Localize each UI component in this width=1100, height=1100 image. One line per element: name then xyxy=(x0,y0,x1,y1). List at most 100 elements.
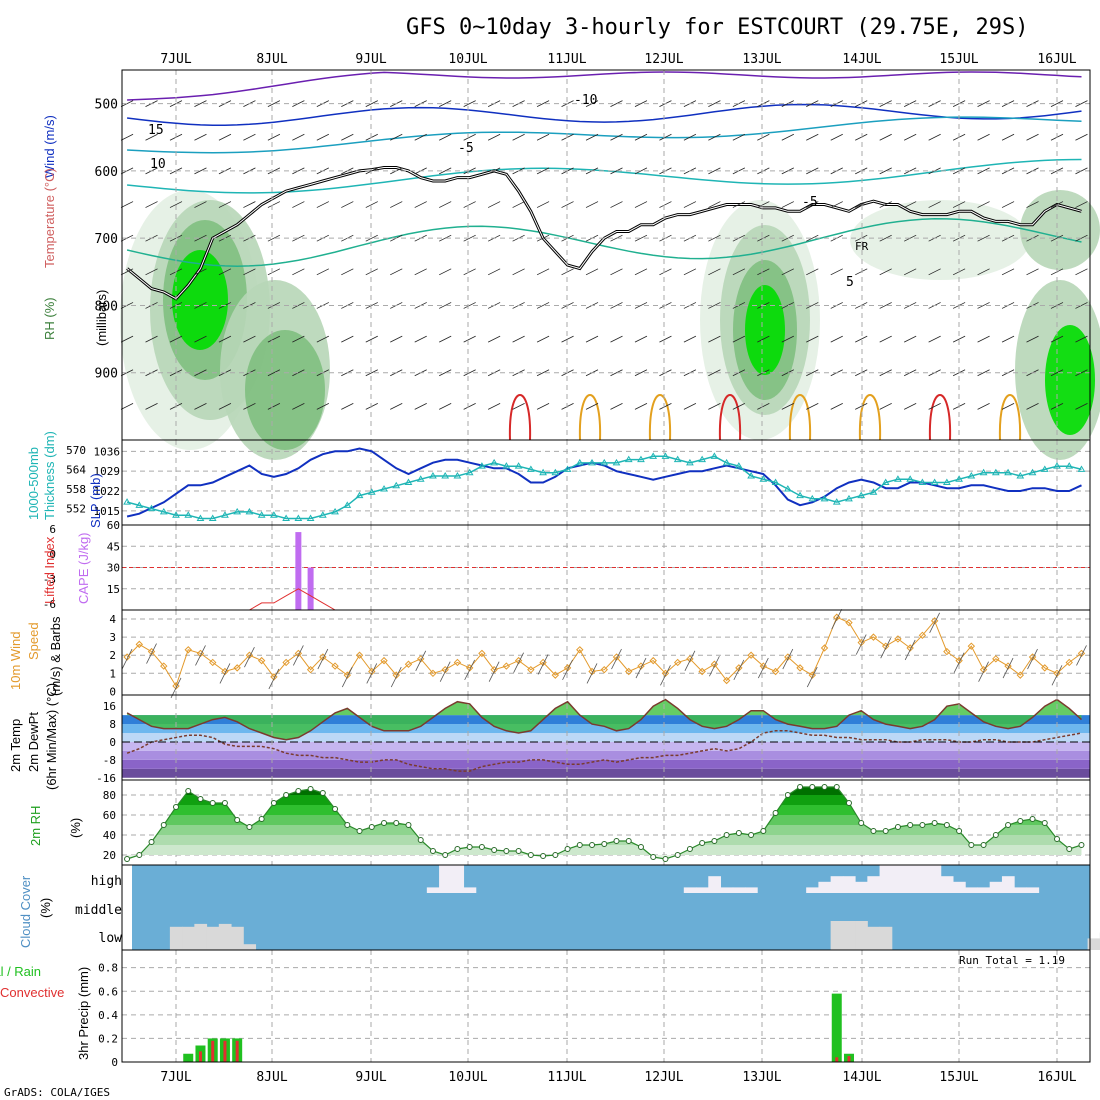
rh2m-marker xyxy=(723,832,730,838)
rh2m-marker xyxy=(234,817,241,823)
wind-barb xyxy=(365,335,378,343)
wind-barb xyxy=(218,403,232,410)
li-tick: 0 xyxy=(49,548,56,561)
wind-barb xyxy=(585,201,599,208)
precip-convective-label: Convective xyxy=(0,985,64,1000)
wind-barb xyxy=(267,133,281,141)
wind-barb xyxy=(585,268,599,276)
freezing-level-highlight xyxy=(126,167,1082,300)
thickness-marker xyxy=(1004,468,1012,476)
thickness-marker xyxy=(881,478,890,485)
wind-barb xyxy=(292,369,305,377)
wind-barb xyxy=(536,100,550,107)
wind-barb xyxy=(830,335,843,343)
wind-barb xyxy=(1075,167,1088,175)
wind-barb xyxy=(708,335,721,343)
wind-barb xyxy=(292,201,305,208)
rh2m-marker xyxy=(319,790,326,796)
wind-barb xyxy=(683,268,697,276)
wind-barb xyxy=(634,302,648,309)
wind-barb xyxy=(610,201,623,208)
precip-tick: 0.6 xyxy=(98,985,118,998)
wind-barb xyxy=(1075,100,1088,107)
li-tick: -6 xyxy=(43,598,56,611)
cloud-cell-low xyxy=(218,923,232,950)
wind-barb xyxy=(757,335,770,343)
rh2m-marker xyxy=(821,784,828,790)
wind10-marker xyxy=(637,662,645,670)
rh2m-marker xyxy=(246,824,253,830)
wind-barb xyxy=(806,167,819,175)
thickness-marker xyxy=(759,475,768,482)
rh2m-tick: 40 xyxy=(103,829,116,842)
wind-barb xyxy=(977,167,990,175)
day-label-top: 8JUL xyxy=(256,52,287,67)
day-label-top: 11JUL xyxy=(547,52,586,67)
wind-barb xyxy=(928,335,941,343)
wind-barb xyxy=(806,201,819,208)
precip-total-bar xyxy=(183,1053,194,1062)
cloud-cell-high xyxy=(891,865,905,893)
wind10-marker xyxy=(845,618,853,627)
wind10-marker xyxy=(270,673,278,681)
contour-label-5: 5 xyxy=(846,275,854,290)
wind10-marker xyxy=(147,647,156,656)
rh2m-marker xyxy=(258,816,265,822)
rh2m-marker xyxy=(368,824,375,830)
wind-barb xyxy=(120,403,134,410)
rh2m-marker xyxy=(552,852,559,858)
wind-barb xyxy=(439,403,452,410)
wind-barb xyxy=(903,133,917,141)
precip-total-bar xyxy=(831,993,842,1062)
wind-barb xyxy=(659,201,672,208)
cloud-label: Cloud Cover xyxy=(18,875,33,948)
thickness-marker xyxy=(637,455,645,463)
upper-y-tick: 900 xyxy=(95,367,118,382)
wind10-barb xyxy=(464,659,476,681)
rh2m-marker xyxy=(173,804,179,810)
wind-barb xyxy=(194,335,207,343)
wind10-barb xyxy=(390,666,402,688)
wind10-barb xyxy=(1027,648,1038,670)
wind10-tick: 2 xyxy=(109,649,116,662)
wind10-barb xyxy=(904,639,916,661)
rh-region-5 xyxy=(245,330,325,450)
wind-barb xyxy=(1075,335,1088,343)
cloud-cell-high xyxy=(426,887,440,893)
wind10-marker xyxy=(906,644,914,652)
wind10-marker xyxy=(257,656,266,665)
rh2m-marker xyxy=(454,846,461,852)
wind-barb xyxy=(536,133,550,141)
thickness-marker xyxy=(441,471,450,479)
rh2m-marker xyxy=(1017,818,1024,824)
thickness-marker xyxy=(245,507,254,515)
day-label-bottom: 15JUL xyxy=(939,1070,978,1085)
wind10-marker xyxy=(184,646,192,654)
wind-barb xyxy=(1001,403,1015,410)
wind-barb xyxy=(855,201,868,208)
temp-band-0 xyxy=(122,768,1090,778)
cloud-cell-high xyxy=(977,887,991,893)
slp-tick: 1036 xyxy=(94,445,121,458)
wind10-marker xyxy=(869,633,878,641)
wind10-marker xyxy=(710,660,719,668)
rh2m-marker xyxy=(491,847,498,853)
wind-barb xyxy=(806,302,819,309)
wind-barb xyxy=(439,268,452,276)
rh2m-marker xyxy=(1041,820,1048,826)
wind10-marker xyxy=(441,665,449,674)
wind-barb xyxy=(120,167,134,175)
wind10-barb xyxy=(782,648,794,670)
wind-barb xyxy=(781,302,794,309)
cloud-cell-high xyxy=(904,865,917,893)
cloud-cell-high xyxy=(439,865,452,893)
rh2m-marker xyxy=(686,846,693,852)
precip-tick: 0.4 xyxy=(98,1009,118,1022)
rh2m-marker xyxy=(711,838,718,844)
wind10-marker xyxy=(649,656,657,665)
precip-convective-bar xyxy=(847,1056,851,1062)
wind10-marker xyxy=(551,671,560,679)
wind10-tick: 1 xyxy=(109,667,116,680)
slp-tick: 1029 xyxy=(94,465,121,478)
thickness-marker xyxy=(270,511,278,518)
